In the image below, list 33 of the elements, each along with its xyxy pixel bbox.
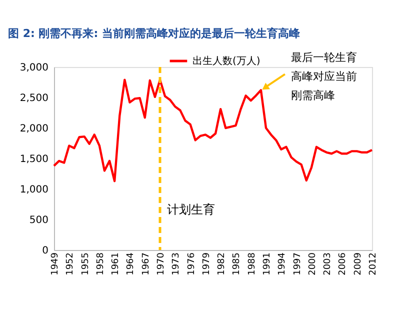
y-tick-label: 2,500	[20, 93, 48, 104]
y-tick-label: 1,500	[20, 154, 48, 165]
x-tick-label: 1982	[217, 252, 228, 276]
x-tick-label: 1967	[141, 252, 152, 276]
x-tick-label: 1964	[126, 252, 136, 276]
x-tick-label: 1955	[80, 252, 91, 276]
x-tick-label: 1958	[96, 252, 106, 276]
x-tick-label: 1997	[292, 252, 303, 276]
x-tick-label: 1985	[232, 252, 242, 276]
x-tick-label: 1949	[50, 252, 60, 276]
x-tick-label: 2009	[353, 252, 364, 276]
y-tick-label: 2,000	[20, 124, 48, 134]
chart-title: 图 2: 刚需不再来: 当前刚需高峰对应的是最后一轮生育高峰	[8, 27, 301, 40]
legend-label: 出生人数(万人)	[192, 55, 260, 67]
y-tick-label: 500	[29, 215, 48, 226]
y-tick-label: 1,000	[20, 184, 48, 196]
ref-line-label: 计划生育	[167, 202, 215, 217]
x-tick-label: 1973	[172, 252, 182, 276]
y-tick-label: 3,000	[20, 62, 48, 74]
x-tick-label: 1991	[262, 252, 272, 276]
x-tick-label: 2000	[308, 252, 318, 276]
x-tick-label: 1988	[247, 252, 258, 276]
annotation: 最后一轮生育高峰对应当前刚需高峰	[290, 51, 357, 102]
x-tick-label: 2003	[323, 252, 334, 276]
x-tick-label: 1961	[111, 252, 122, 276]
x-tick-label: 2006	[338, 252, 348, 276]
x-tick-label: 1952	[66, 252, 76, 276]
x-tick-label: 2012	[368, 252, 378, 276]
y-tick-label: 0	[42, 246, 48, 256]
x-tick-label: 1976	[186, 252, 197, 276]
x-tick-label: 1994	[278, 252, 288, 276]
x-tick-label: 1979	[202, 252, 212, 276]
x-tick-label: 1970	[156, 252, 166, 276]
